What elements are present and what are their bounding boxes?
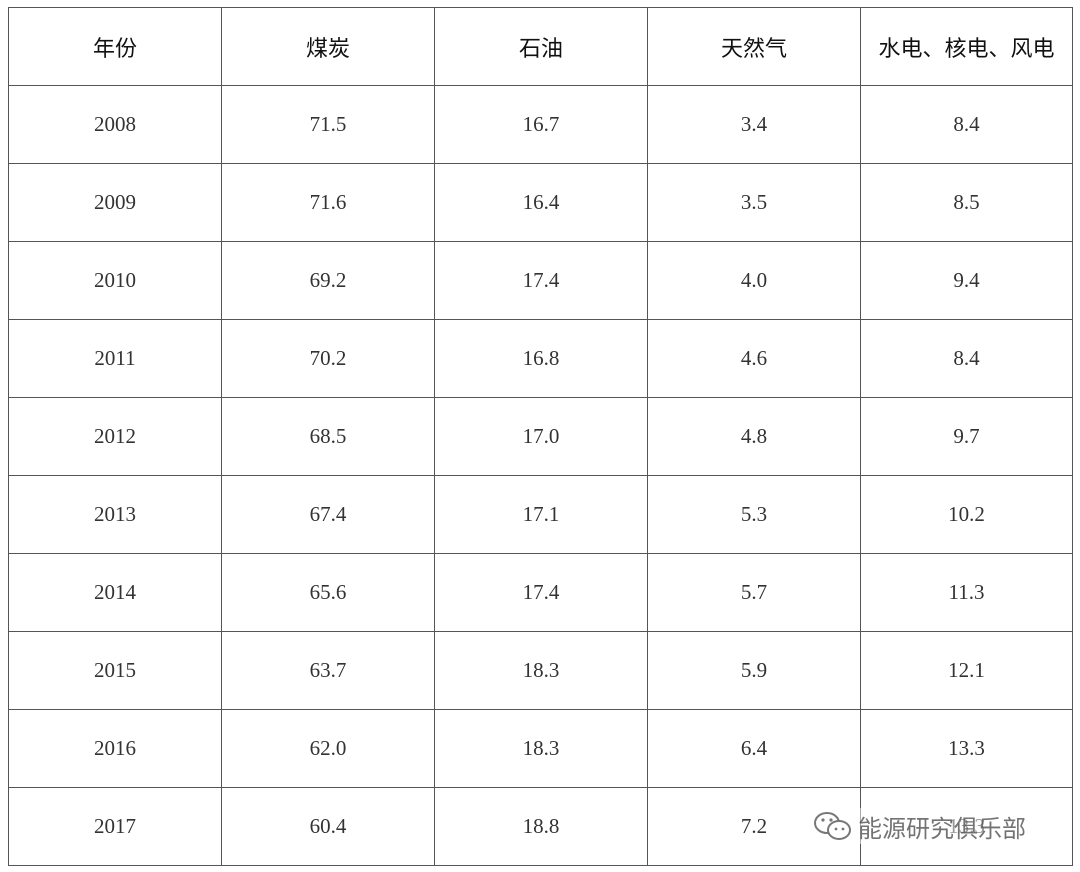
table-cell: 3.4 — [647, 85, 861, 164]
table-cell: 4.0 — [647, 241, 861, 320]
table-cell: 18.3 — [434, 709, 648, 788]
table-cell: 17.4 — [434, 241, 648, 320]
table-row: 2010 69.2 17.4 4.0 9.4 — [8, 241, 1073, 320]
table-cell: 2009 — [8, 163, 222, 242]
table-cell: 5.3 — [647, 475, 861, 554]
table-cell: 4.8 — [647, 397, 861, 476]
table-cell: 2010 — [8, 241, 222, 320]
table-cell: 18.8 — [434, 787, 648, 866]
table-cell: 2017 — [8, 787, 222, 866]
table-cell: 17.4 — [434, 553, 648, 632]
table-cell: 2008 — [8, 85, 222, 164]
header-row: 年份 煤炭 石油 天然气 水电、核电、风电 — [8, 7, 1073, 86]
table-cell: 67.4 — [221, 475, 435, 554]
header-cell: 年份 — [8, 7, 222, 86]
table-cell: 8.4 — [860, 319, 1073, 398]
table-cell: 70.2 — [221, 319, 435, 398]
table-cell: 8.4 — [860, 85, 1073, 164]
table-cell: 18.3 — [434, 631, 648, 710]
table-cell: 2013 — [8, 475, 222, 554]
table-cell: 71.6 — [221, 163, 435, 242]
wechat-icon — [814, 812, 851, 840]
table-row: 2016 62.0 18.3 6.4 13.3 — [8, 709, 1073, 788]
table-cell: 69.2 — [221, 241, 435, 320]
header-cell: 水电、核电、风电 — [860, 7, 1073, 86]
table-row: 2011 70.2 16.8 4.6 8.4 — [8, 319, 1073, 398]
table-cell: 2014 — [8, 553, 222, 632]
table-cell: 71.5 — [221, 85, 435, 164]
watermark-text: 能源研究俱乐部 — [858, 814, 1026, 843]
table-cell: 2011 — [8, 319, 222, 398]
table-cell: 2012 — [8, 397, 222, 476]
table-cell: 62.0 — [221, 709, 435, 788]
table-cell: 2015 — [8, 631, 222, 710]
table-cell: 60.4 — [221, 787, 435, 866]
table-cell: 16.7 — [434, 85, 648, 164]
table-cell: 10.2 — [860, 475, 1073, 554]
table-cell: 9.4 — [860, 241, 1073, 320]
table-cell: 2016 — [8, 709, 222, 788]
table-row: 2014 65.6 17.4 5.7 11.3 — [8, 553, 1073, 632]
table-cell: 3.5 — [647, 163, 861, 242]
table-cell: 17.1 — [434, 475, 648, 554]
table-cell: 5.7 — [647, 553, 861, 632]
table-cell: 13.3 — [860, 709, 1073, 788]
table-cell: 7.2 — [647, 787, 861, 866]
table-cell: 63.7 — [221, 631, 435, 710]
table-row: 2009 71.6 16.4 3.5 8.5 — [8, 163, 1073, 242]
table-cell: 17.0 — [434, 397, 648, 476]
table-cell: 8.5 — [860, 163, 1073, 242]
energy-table: 年份 煤炭 石油 天然气 水电、核电、风电 2008 71.5 16.7 3.4 8.4 2009… — [8, 7, 1073, 866]
table-cell: 5.9 — [647, 631, 861, 710]
table-row: 2012 68.5 17.0 4.8 9.7 — [8, 397, 1073, 476]
table-body: 2008 71.5 16.7 3.4 8.4 2009 71.6 16.4 3.5 8.5 2010… — [8, 85, 1073, 866]
header-cell: 煤炭 — [221, 7, 435, 86]
table-cell: 65.6 — [221, 553, 435, 632]
table-cell: 4.6 — [647, 319, 861, 398]
table-cell: 16.8 — [434, 319, 648, 398]
table-row: 2015 63.7 18.3 5.9 12.1 — [8, 631, 1073, 710]
table-cell: 9.7 — [860, 397, 1073, 476]
table-row: 2008 71.5 16.7 3.4 8.4 — [8, 85, 1073, 164]
table-cell: 6.4 — [647, 709, 861, 788]
header-cell: 天然气 — [647, 7, 861, 86]
table-cell: 12.1 — [860, 631, 1073, 710]
header-cell: 石油 — [434, 7, 648, 86]
table-cell: 68.5 — [221, 397, 435, 476]
table-cell: 11.3 — [860, 553, 1073, 632]
watermark: 能源研究俱乐部 — [812, 808, 1026, 844]
table-cell: 16.4 — [434, 163, 648, 242]
table-row: 2013 67.4 17.1 5.3 10.2 — [8, 475, 1073, 554]
